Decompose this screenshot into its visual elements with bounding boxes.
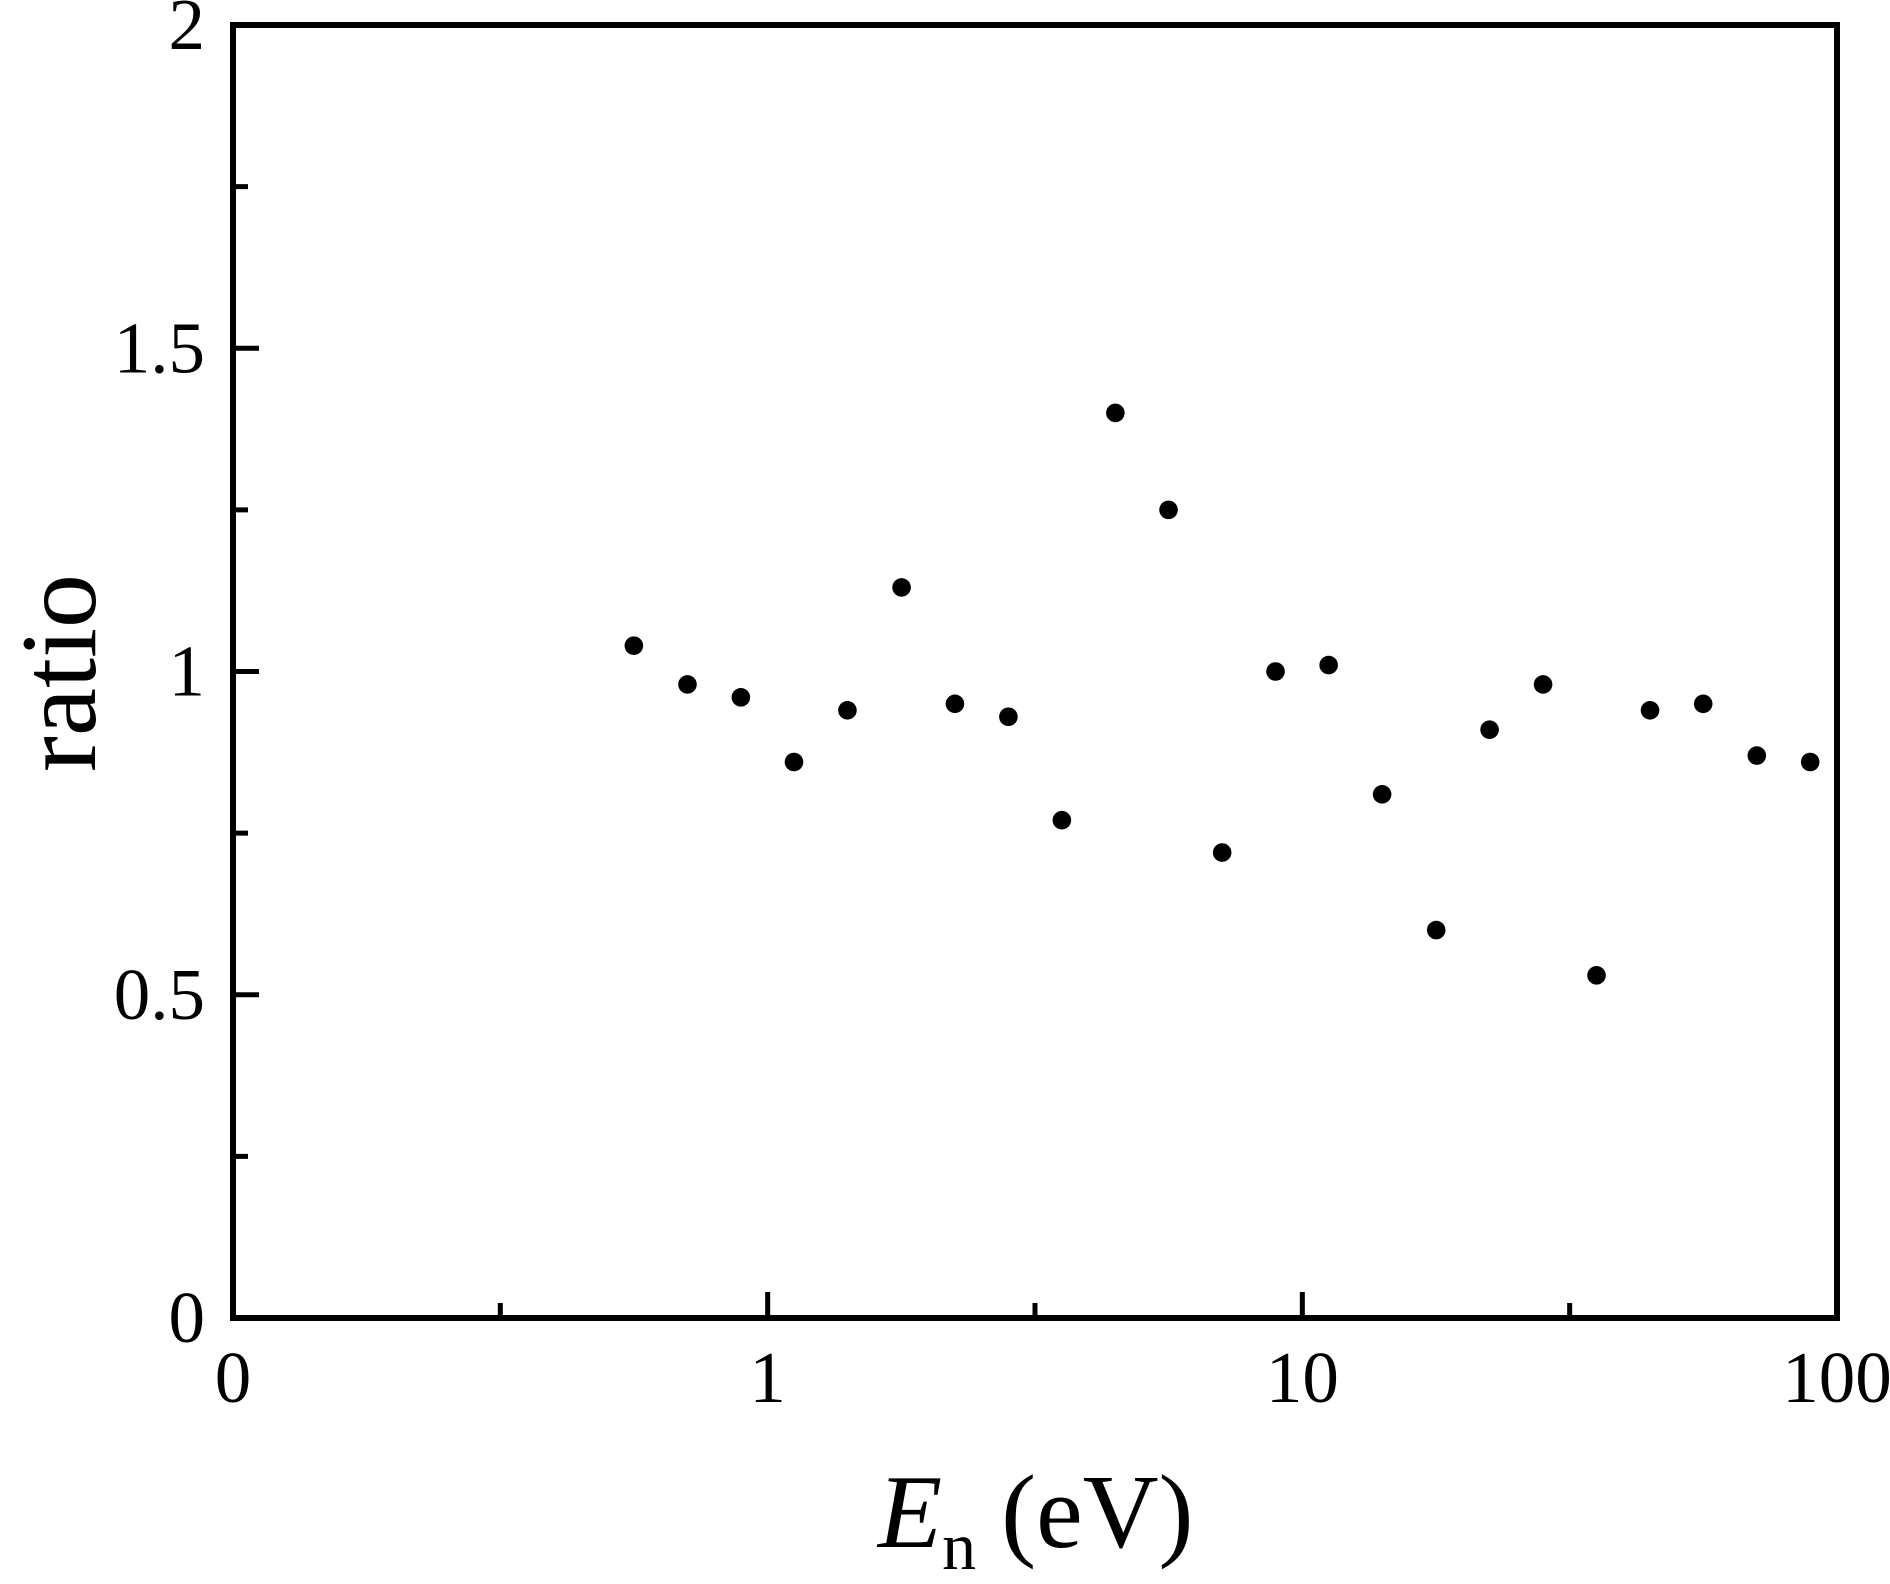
axis-tick-labels: 0 1 10 100 0 0.5 1 1.5 2: [114, 0, 1890, 1418]
data-point: [999, 707, 1018, 727]
data-point: [1372, 785, 1392, 804]
data-point: [1266, 662, 1285, 681]
y-tick-label: 0: [169, 1277, 206, 1358]
data-point: [892, 578, 911, 597]
data-point: [1426, 920, 1446, 940]
data-point: [1533, 675, 1553, 694]
x-axis-title-subscript: n: [942, 1508, 976, 1584]
data-point: [1159, 500, 1178, 520]
y-tick-label: 1.5: [114, 307, 205, 388]
x-tick-label: 1: [749, 1337, 786, 1418]
data-point: [1052, 810, 1072, 830]
data-point: [784, 752, 804, 772]
data-point: [1693, 694, 1713, 714]
x-axis-title-symbol: E: [876, 1453, 942, 1570]
data-point: [678, 675, 697, 694]
data-points: [624, 403, 1820, 985]
data-point: [1319, 655, 1338, 675]
data-point: [1640, 700, 1660, 720]
y-tick-label: 1: [169, 631, 206, 712]
x-axis-title-unit: (eV): [1001, 1453, 1193, 1570]
data-point: [1800, 752, 1820, 772]
axis-ticks: [233, 22, 1840, 1321]
data-point: [1587, 966, 1606, 985]
data-point: [1480, 720, 1499, 739]
y-axis-title: ratio: [0, 574, 119, 772]
x-axis-title: En (eV): [876, 1453, 1194, 1584]
data-point: [1747, 746, 1767, 765]
x-tick-label: 10: [1266, 1337, 1339, 1418]
plot-area-border: [230, 22, 1840, 1321]
data-point: [1212, 843, 1232, 862]
data-point: [838, 700, 857, 720]
x-tick-label: 100: [1782, 1337, 1890, 1418]
y-tick-label: 0.5: [114, 954, 205, 1035]
x-tick-label: 0: [215, 1337, 252, 1418]
data-point: [1106, 403, 1125, 423]
data-point: [945, 694, 965, 714]
y-tick-label: 2: [169, 0, 206, 65]
data-point: [731, 688, 751, 707]
data-point: [624, 636, 644, 655]
